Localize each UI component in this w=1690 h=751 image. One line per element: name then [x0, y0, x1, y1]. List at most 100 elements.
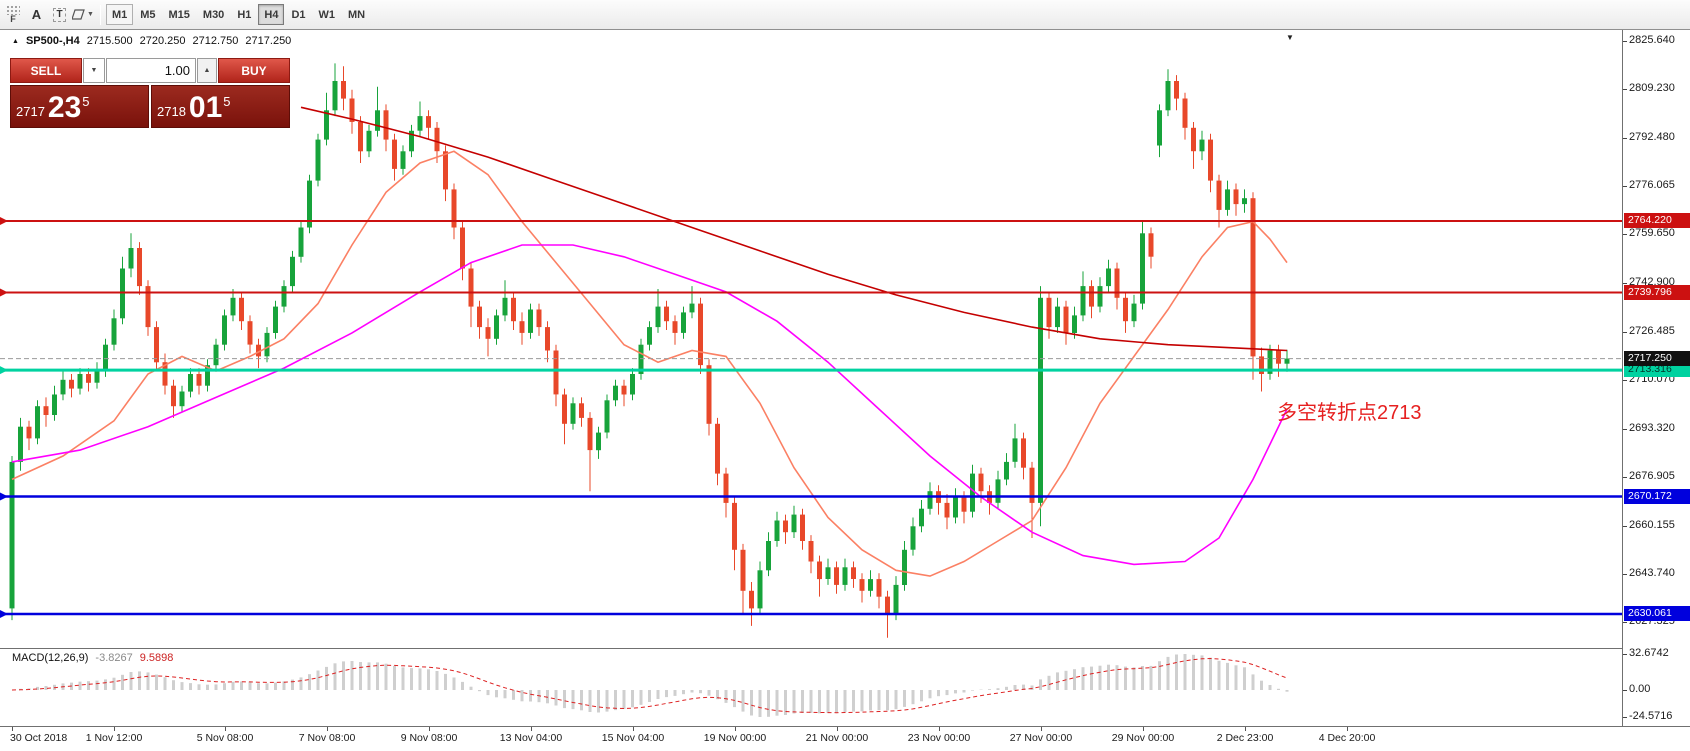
hline-price-badge: 2630.061 [1624, 606, 1690, 621]
timeframe-D1[interactable]: D1 [285, 4, 311, 25]
chevron-up-icon: ▲ [203, 67, 211, 74]
price-axis-label: 2776.065 [1629, 179, 1675, 191]
time-axis-label: 27 Nov 00:00 [1009, 732, 1073, 744]
price-axis-tick [1623, 89, 1627, 90]
time-axis-tick [531, 727, 532, 731]
time-axis-label: 15 Nov 04:00 [601, 732, 665, 744]
sell-button[interactable]: SELL [10, 58, 82, 83]
volume-increase-button[interactable]: ▲ [197, 58, 217, 83]
macd-axis-label: -24.5716 [1629, 710, 1673, 722]
time-axis-label: 7 Nov 08:00 [298, 732, 356, 744]
chevron-down-icon: ▼ [90, 67, 98, 74]
timeframe-M15[interactable]: M15 [163, 4, 196, 25]
price-axis-label: 2676.905 [1629, 470, 1675, 482]
collapse-triangle-icon[interactable]: ▲ [12, 37, 19, 45]
timeframe-M5[interactable]: M5 [134, 4, 161, 25]
macd-signal-value: 9.5898 [139, 652, 174, 664]
price-axis-label: 2726.485 [1629, 325, 1675, 337]
time-axis-tick [114, 727, 115, 731]
chevron-down-icon: ▼ [87, 11, 94, 18]
price-axis-tick [1623, 41, 1627, 42]
toolbar-f-label: F [10, 14, 16, 24]
timeframe-H4[interactable]: H4 [258, 4, 285, 25]
ohlc-low: 2712.750 [192, 35, 239, 47]
time-axis-tick [1347, 727, 1348, 731]
price-axis-tick [1623, 526, 1627, 527]
buy-button[interactable]: BUY [218, 58, 290, 83]
shapes-icon [72, 9, 85, 20]
ohlc-high: 2720.250 [139, 35, 186, 47]
macd-axis-tick [1623, 717, 1627, 718]
price-axis-label: 2693.320 [1629, 422, 1675, 434]
time-axis-label: 4 Dec 20:00 [1318, 732, 1376, 744]
price-axis-tick [1623, 380, 1627, 381]
buy-price-pips: 01 [188, 91, 223, 124]
price-axis-tick [1623, 429, 1627, 430]
price-axis-tick [1623, 283, 1627, 284]
chart-info-line: ▲ SP500-,H4 2715.500 2720.250 2712.750 2… [12, 35, 291, 47]
ohlc-close: 2717.250 [245, 35, 292, 47]
price-axis-tick [1623, 332, 1627, 333]
time-axis-tick [837, 727, 838, 731]
main-chart[interactable] [0, 30, 1622, 648]
volume-input[interactable] [106, 58, 196, 83]
hline-price-badge: 2670.172 [1624, 489, 1690, 504]
time-axis-tick [225, 727, 226, 731]
toolbar-separator [99, 4, 101, 25]
chart-shift-marker-icon[interactable]: ▼ [1286, 33, 1294, 42]
buy-price-integer: 2718 [157, 104, 186, 119]
price-axis[interactable]: 2825.640 2809.230 2792.480 2776.065 2759.650… [1622, 30, 1690, 726]
shapes-tool-button[interactable]: ▼ [71, 3, 95, 26]
time-axis-label: 30 Oct 2018 [10, 732, 68, 744]
time-axis-label: 23 Nov 00:00 [907, 732, 971, 744]
price-axis-label: 2825.640 [1629, 34, 1675, 46]
text-label-tool-button[interactable]: A [25, 3, 48, 26]
price-axis-tick [1623, 234, 1627, 235]
price-axis-label: 2809.230 [1629, 82, 1675, 94]
volume-dropdown-button[interactable]: ▼ [83, 58, 105, 83]
text-tool-button[interactable]: T [48, 3, 71, 26]
macd-header: MACD(12,26,9) -3.8267 9.5898 [12, 652, 173, 664]
sell-price-display[interactable]: 2717 23 5 [10, 85, 149, 128]
time-axis-label: 29 Nov 00:00 [1111, 732, 1175, 744]
macd-indicator-chart[interactable] [0, 648, 1622, 726]
time-axis-tick [633, 727, 634, 731]
chart-annotation-text: 多空转折点2713 [1277, 402, 1422, 424]
time-axis-label: 5 Nov 08:00 [196, 732, 254, 744]
letter-t-icon: T [53, 7, 66, 22]
subwindow-separator[interactable] [0, 648, 1690, 649]
timeframe-W1[interactable]: W1 [313, 4, 342, 25]
ohlc-open: 2715.500 [86, 35, 133, 47]
time-axis-tick [429, 727, 430, 731]
time-axis-label: 9 Nov 08:00 [400, 732, 458, 744]
hline-price-badge: 2739.796 [1624, 285, 1690, 300]
timeframe-M1[interactable]: M1 [105, 4, 134, 25]
one-click-trading-widget: SELL ▼ ▲ BUY 2717 23 5 2718 01 5 [10, 58, 290, 128]
macd-axis-tick [1623, 654, 1627, 655]
time-axis-tick [939, 727, 940, 731]
timeframe-MN[interactable]: MN [342, 4, 371, 25]
time-axis-label: 1 Nov 12:00 [85, 732, 143, 744]
timeframe-H1[interactable]: H1 [231, 4, 257, 25]
time-axis-tick [1143, 727, 1144, 731]
macd-name-label: MACD(12,26,9) [12, 652, 89, 664]
time-axis-label: 21 Nov 00:00 [805, 732, 869, 744]
time-axis-tick [735, 727, 736, 731]
price-axis-label: 2792.480 [1629, 131, 1675, 143]
price-axis-tick [1623, 622, 1627, 623]
price-axis-label: 2759.650 [1629, 227, 1675, 239]
time-axis-label: 2 Dec 23:00 [1216, 732, 1274, 744]
price-axis-tick [1623, 574, 1627, 575]
timeframe-M30[interactable]: M30 [197, 4, 230, 25]
buy-price-display[interactable]: 2718 01 5 [151, 85, 290, 128]
time-axis[interactable]: 30 Oct 2018 1 Nov 12:00 5 Nov 08:00 7 Nov 0… [0, 726, 1690, 751]
time-axis-tick [1041, 727, 1042, 731]
time-axis-label: 19 Nov 00:00 [703, 732, 767, 744]
time-axis-tick [1245, 727, 1246, 731]
sell-price-fraction: 5 [82, 94, 90, 109]
toolbar-drag-handle[interactable]: F [3, 5, 23, 24]
macd-axis-label: 32.6742 [1629, 647, 1669, 659]
price-axis-label: 2660.155 [1629, 519, 1675, 531]
letter-a-icon: A [31, 7, 42, 22]
